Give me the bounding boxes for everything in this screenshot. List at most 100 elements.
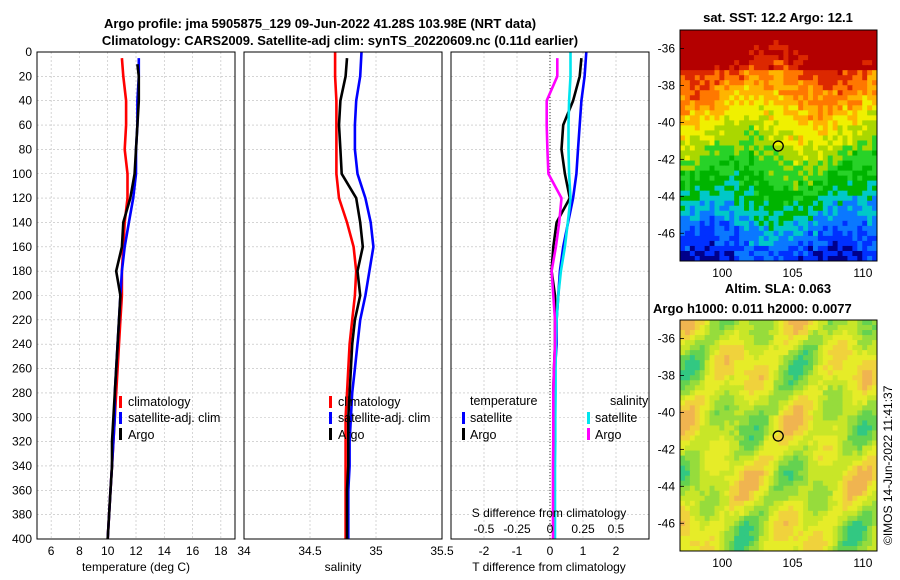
heatmap-cell — [872, 75, 877, 81]
heatmap-cell — [798, 485, 804, 492]
heatmap-cell — [763, 110, 770, 116]
heatmap-cell — [783, 515, 789, 522]
heatmap-cell — [798, 250, 804, 257]
heatmap-cell — [744, 325, 750, 331]
heatmap-cell — [694, 250, 701, 257]
heatmap-cell — [867, 245, 873, 252]
heatmap-cell — [758, 405, 765, 411]
heatmap-cell — [694, 510, 701, 517]
heatmap-cell — [857, 505, 863, 512]
heatmap-cell — [744, 355, 750, 361]
heatmap-cell — [837, 215, 844, 222]
heatmap-cell — [832, 40, 839, 46]
heatmap-cell — [689, 480, 696, 487]
heatmap-cell — [857, 150, 863, 157]
heatmap-cell — [862, 485, 868, 492]
heatmap-cell — [832, 505, 839, 512]
heatmap-cell — [680, 220, 686, 227]
heatmap-cell — [709, 335, 716, 341]
heatmap-cell — [739, 350, 745, 356]
heatmap-cell — [768, 480, 775, 487]
heatmap-cell — [694, 450, 701, 457]
heatmap-cell — [724, 460, 730, 467]
heatmap-cell — [803, 445, 809, 452]
heatmap-cell — [862, 40, 868, 46]
heatmap-cell — [837, 110, 844, 116]
heatmap-cell — [803, 220, 809, 227]
heatmap-cell — [842, 440, 849, 447]
heatmap-cell — [719, 415, 725, 422]
heatmap-cell — [788, 90, 794, 96]
heatmap-cell — [709, 180, 716, 187]
heatmap-cell — [837, 60, 844, 66]
heatmap-cell — [857, 465, 863, 472]
heatmap-cell — [753, 465, 760, 472]
heatmap-cell — [689, 180, 696, 187]
heatmap-cell — [872, 30, 877, 36]
heatmap-cell — [704, 165, 711, 172]
heatmap-cell — [817, 540, 824, 547]
heatmap-cell — [827, 130, 834, 137]
heatmap-cell — [842, 545, 849, 551]
heatmap-cell — [729, 420, 735, 427]
heatmap-cell — [803, 230, 809, 237]
heatmap-cell — [694, 70, 701, 76]
heatmap-cell — [867, 250, 873, 257]
heatmap-cell — [699, 360, 706, 366]
heatmap-cell — [753, 65, 760, 71]
heatmap-cell — [704, 505, 711, 512]
heatmap-cell — [719, 170, 725, 177]
heatmap-cell — [822, 40, 829, 46]
heatmap-cell — [832, 205, 839, 212]
heatmap-cell — [714, 335, 720, 341]
heatmap-cell — [704, 40, 711, 46]
heatmap-cell — [684, 90, 691, 96]
heatmap-cell — [817, 170, 824, 177]
heatmap-cell — [753, 495, 760, 502]
heatmap-cell — [680, 400, 686, 406]
heatmap-cell — [763, 390, 770, 396]
heatmap-cell — [694, 200, 701, 207]
heatmap-cell — [699, 355, 706, 361]
heatmap-cell — [709, 190, 716, 197]
heatmap-cell — [827, 95, 834, 101]
heatmap-cell — [704, 420, 711, 427]
heatmap-cell — [768, 370, 775, 376]
heatmap-cell — [857, 335, 863, 341]
heatmap-cell — [812, 325, 819, 331]
heatmap-cell — [680, 385, 686, 391]
heatmap-cell — [788, 55, 794, 61]
heatmap-cell — [734, 250, 740, 257]
heatmap-cell — [842, 155, 849, 162]
legend-label-s-argo: Argo — [595, 428, 621, 442]
heatmap-cell — [709, 515, 716, 522]
heatmap-cell — [857, 30, 863, 36]
heatmap-cell — [857, 160, 863, 167]
heatmap-cell — [827, 470, 834, 477]
heatmap-cell — [724, 245, 730, 252]
heatmap-cell — [739, 515, 745, 522]
heatmap-cell — [729, 540, 735, 547]
heatmap-cell — [832, 65, 839, 71]
heatmap-cell — [748, 410, 755, 417]
heatmap-cell — [837, 50, 844, 56]
heatmap-cell — [753, 45, 760, 51]
heatmap-cell — [734, 325, 740, 331]
heatmap-cell — [684, 110, 691, 116]
heatmap-cell — [704, 70, 711, 76]
heatmap-cell — [714, 255, 720, 261]
heatmap-cell — [724, 220, 730, 227]
heatmap-cell — [812, 115, 819, 121]
heatmap-cell — [872, 380, 877, 386]
heatmap-cell — [827, 215, 834, 222]
heatmap-cell — [817, 65, 824, 71]
heatmap-cell — [714, 455, 720, 462]
heatmap-cell — [748, 485, 755, 492]
heatmap-cell — [827, 165, 834, 172]
heatmap-cell — [793, 410, 799, 417]
heatmap-cell — [867, 195, 873, 202]
heatmap-cell — [763, 190, 770, 197]
heatmap-cell — [812, 50, 819, 56]
heatmap-cell — [872, 340, 877, 346]
heatmap-cell — [753, 30, 760, 36]
